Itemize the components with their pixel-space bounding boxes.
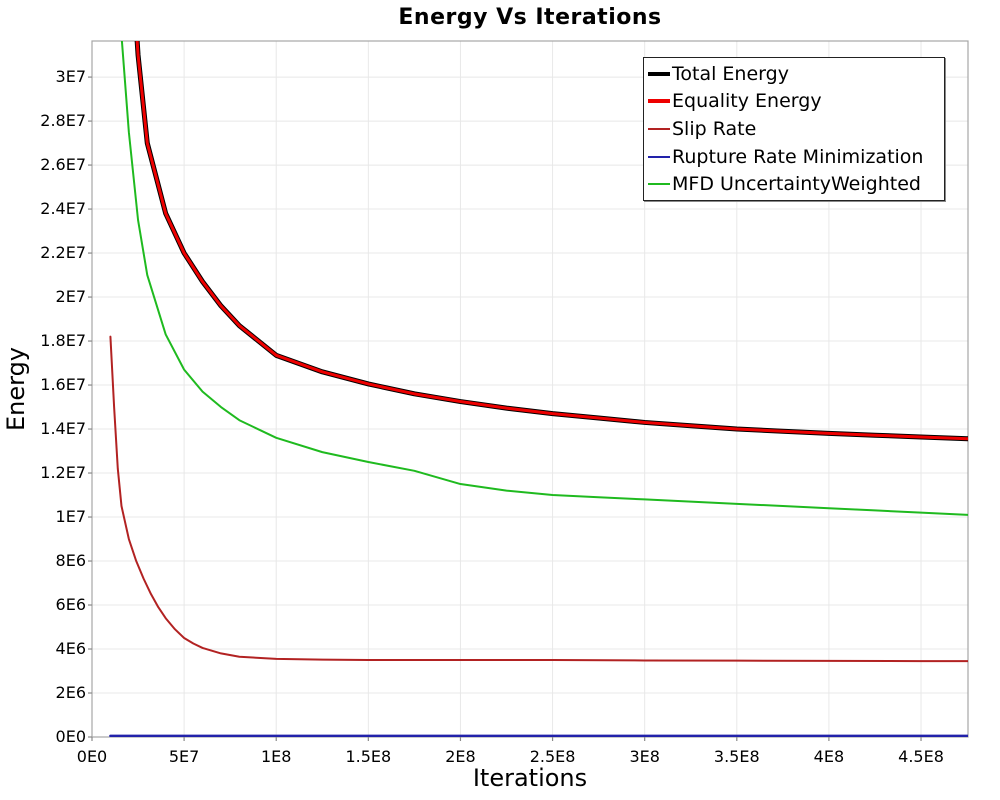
- x-tick-label: 4.5E8: [898, 747, 944, 766]
- y-tick-label: 3E7: [55, 67, 86, 87]
- legend-item: Total Energy: [648, 63, 944, 85]
- x-tick-label: 1E8: [260, 747, 292, 766]
- legend: Total Energy Equality Energy Slip Rate R…: [643, 57, 945, 201]
- y-tick-label: 2.8E7: [40, 111, 86, 131]
- x-tick-label: 0E0: [76, 747, 108, 766]
- chart-title: Energy Vs Iterations: [398, 5, 662, 30]
- legend-item: Equality Energy: [648, 90, 944, 112]
- y-tick-label: 1.8E7: [40, 331, 86, 351]
- data-series: [109, 41, 968, 737]
- legend-item-label: Rupture Rate Minimization: [672, 145, 924, 168]
- legend-line-swatch-rupture-rate: [648, 155, 670, 158]
- series-line-equality-energy: [135, 41, 968, 441]
- y-tick-label: 4E6: [55, 639, 86, 658]
- y-tick-label: 2.2E7: [40, 243, 86, 263]
- y-tick-label: 8E6: [55, 551, 86, 571]
- y-tick-label: 2.6E7: [40, 155, 86, 175]
- y-tick-label: 1.2E7: [40, 463, 86, 483]
- legend-line-swatch-equality-energy: [648, 99, 670, 104]
- legend-item: Slip Rate: [648, 118, 944, 140]
- x-tick-label: 2.5E8: [529, 747, 576, 766]
- y-tick-label: 1.6E7: [40, 375, 86, 395]
- legend-line-swatch-total-energy: [648, 71, 670, 76]
- y-tick-label: 6E6: [55, 595, 86, 614]
- axis-tick-marks: [88, 76, 922, 741]
- x-tick-label: 2E8: [445, 747, 476, 766]
- x-tick-label: 1.5E8: [345, 747, 392, 766]
- legend-item: MFD UncertaintyWeighted: [648, 173, 944, 195]
- y-tick-label: 2E6: [55, 683, 86, 702]
- legend-line-swatch-slip-rate: [648, 127, 670, 130]
- y-tick-label: 1E7: [55, 507, 86, 527]
- series-line-mfd-uncertaintyweighted: [120, 41, 968, 516]
- legend-item-label: MFD UncertaintyWeighted: [672, 173, 921, 196]
- x-axis-title: Iterations: [472, 764, 588, 792]
- legend-item: Rupture Rate Minimization: [648, 146, 944, 168]
- y-tick-label: 2.4E7: [40, 199, 86, 219]
- legend-item-label: Equality Energy: [672, 90, 822, 113]
- x-tick-label: 3.5E8: [713, 747, 760, 766]
- y-tick-label: 1.4E7: [40, 419, 86, 439]
- legend-item-label: Total Energy: [672, 62, 789, 85]
- y-tick-label: 2E7: [55, 287, 86, 307]
- series-line-slip-rate: [109, 335, 968, 663]
- legend-line-swatch-mfd: [648, 183, 670, 186]
- x-tick-label: 5E7: [168, 747, 200, 766]
- legend-item-label: Slip Rate: [672, 117, 757, 140]
- y-tick-label: 0E0: [55, 727, 86, 746]
- x-tick-label: 4E8: [813, 747, 845, 766]
- x-tick-label: 3E8: [629, 747, 660, 766]
